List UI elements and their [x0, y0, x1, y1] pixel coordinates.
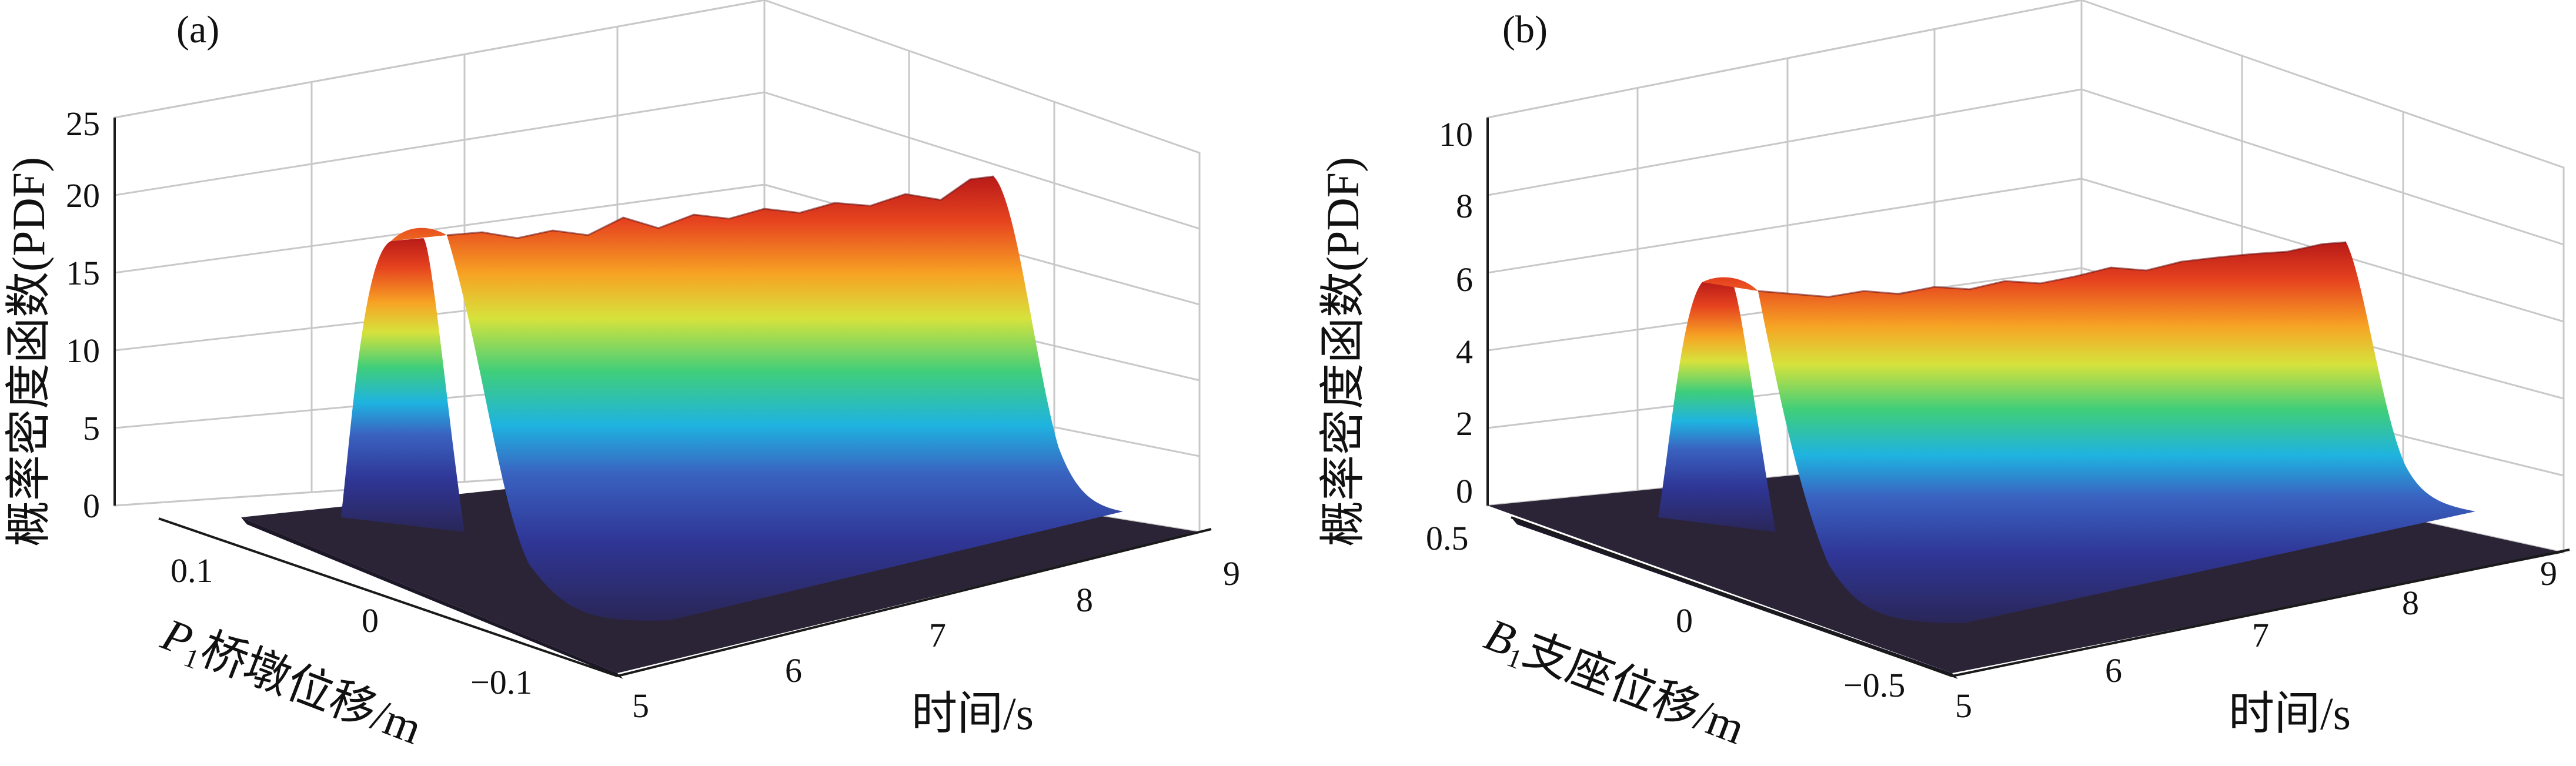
y-tick: 0 [1676, 601, 1693, 640]
axes-b [1486, 118, 2570, 677]
x-tick: 9 [2540, 554, 2557, 593]
z-tick: 0 [83, 487, 100, 525]
y-axis-label-rest-a: 桥墩位移/m [194, 623, 429, 754]
y-ticks-a: 0.1 0 −0.1 [171, 551, 532, 701]
z-ticks-b: 0 2 4 6 8 10 [1439, 115, 1473, 510]
chart-panel-b: 0 2 4 6 8 10 0.5 0 −0.5 5 6 7 8 9 概率密度函数… [1317, 0, 2570, 758]
panel-label-a: (a) [176, 8, 219, 51]
z-tick: 5 [83, 409, 100, 447]
surface-side-a [341, 238, 465, 532]
floor-front-a [241, 517, 623, 679]
x-ticks-a: 5 6 7 8 9 [632, 554, 1240, 725]
surface-side-b [1658, 281, 1776, 532]
z-tick: 25 [66, 105, 100, 143]
surface-ridge-b [1702, 242, 2475, 623]
y-ticks-b: 0.5 0 −0.5 [1426, 519, 1905, 704]
y-axis-label-rest-b: 支座位移/m [1517, 623, 1752, 754]
x-ticks-b: 5 6 7 8 9 [1955, 554, 2557, 725]
x-tick: 5 [632, 687, 649, 725]
y-tick: −0.5 [1843, 666, 1905, 704]
z-tick: 2 [1456, 404, 1473, 443]
z-ticks-a: 0 5 10 15 20 25 [66, 105, 100, 525]
surface-ridge-a [391, 176, 1123, 621]
x-axis-label-a: 时间/s [911, 688, 1034, 739]
x-tick: 5 [1955, 687, 1972, 725]
z-tick: 15 [66, 254, 100, 292]
x-tick: 8 [2402, 584, 2419, 622]
x-tick: 6 [2105, 651, 2122, 690]
z-tick: 6 [1456, 260, 1473, 299]
y-tick: 0.1 [171, 551, 213, 590]
z-axis-label-a: 概率密度函数(PDF) [3, 157, 54, 547]
surface-crest-a [446, 175, 994, 239]
x-tick: 6 [785, 651, 802, 690]
z-tick: 4 [1456, 333, 1473, 371]
x-tick: 7 [929, 616, 946, 654]
panel-label-b: (b) [1502, 8, 1548, 51]
y-tick: 0 [362, 601, 379, 640]
z-tick: 10 [66, 332, 100, 370]
surface-crest-b [1758, 241, 2347, 298]
y-tick: −0.1 [470, 663, 532, 701]
z-tick: 10 [1439, 115, 1473, 153]
y-axis-label-a: P1桥墩位移/m [153, 608, 429, 758]
x-tick: 7 [2252, 616, 2269, 654]
x-tick: 9 [1223, 554, 1240, 593]
z-tick: 0 [1456, 472, 1473, 510]
x-axis-label-b: 时间/s [2228, 688, 2351, 739]
x-tick: 8 [1076, 581, 1093, 619]
y-tick: 0.5 [1426, 519, 1469, 557]
y-axis-label-b: B1支座位移/m [1476, 608, 1752, 758]
z-tick: 20 [66, 176, 100, 215]
axes-a [113, 118, 1212, 677]
chart-panel-a: 0 5 10 15 20 25 0.1 0 −0.1 5 6 7 8 9 概率密… [3, 0, 1240, 758]
z-tick: 8 [1456, 187, 1473, 225]
z-axis-label-b: 概率密度函数(PDF) [1317, 157, 1368, 547]
